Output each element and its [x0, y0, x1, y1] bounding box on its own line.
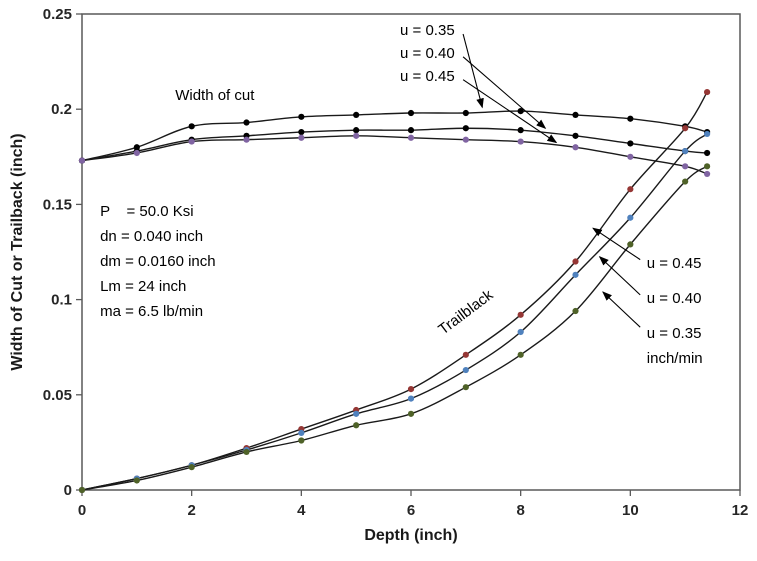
- marker-width-of-cut-u-0.35: [572, 111, 579, 119]
- y-axis-label: Width of Cut or Trailback (inch): [9, 133, 26, 370]
- marker-trailback-u-0.35: [682, 178, 689, 185]
- marker-width-of-cut-u-0.40: [627, 140, 634, 147]
- y-tick-label: 0.05: [43, 387, 72, 404]
- label-trail-u-0.40: u = 0.40: [647, 290, 702, 307]
- x-tick-label: 6: [407, 502, 415, 519]
- marker-trailback-u-0.35: [462, 384, 469, 391]
- param-line: dm = 0.0160 inch: [100, 253, 216, 270]
- param-line: Lm = 24 inch: [100, 278, 186, 295]
- y-tick-label: 0.15: [43, 196, 72, 213]
- marker-trailback-u-0.40: [704, 130, 711, 138]
- marker-width-of-cut-u-0.35: [188, 123, 195, 130]
- marker-width-of-cut-u-0.40: [704, 149, 711, 157]
- marker-width-of-cut-u-0.35: [298, 113, 305, 120]
- marker-trailback-u-0.40: [462, 366, 469, 374]
- marker-width-of-cut-u-0.45: [462, 136, 469, 143]
- marker-width-of-cut-u-0.45: [133, 149, 140, 157]
- marker-width-of-cut-u-0.40: [517, 127, 524, 134]
- x-tick-label: 0: [78, 502, 86, 519]
- marker-width-of-cut-u-0.35: [517, 108, 524, 115]
- label-trail-u-0.35: u = 0.35: [647, 325, 702, 342]
- marker-width-of-cut-u-0.45: [517, 138, 524, 145]
- marker-trailback-u-0.35: [704, 163, 711, 170]
- label-width-u-0.45: u = 0.45: [400, 68, 455, 85]
- marker-width-of-cut-u-0.40: [462, 125, 469, 132]
- x-tick-label: 4: [297, 502, 306, 519]
- marker-trailback-u-0.45: [627, 186, 634, 193]
- marker-width-of-cut-u-0.45: [627, 153, 634, 160]
- x-tick-label: 12: [732, 502, 749, 519]
- marker-trailback-u-0.35: [188, 464, 195, 471]
- marker-width-of-cut-u-0.35: [243, 119, 250, 126]
- width-of-cut-label: Width of cut: [175, 87, 255, 104]
- marker-width-of-cut-u-0.45: [353, 132, 360, 139]
- marker-trailback-u-0.45: [572, 258, 579, 265]
- marker-trailback-u-0.35: [407, 410, 415, 417]
- marker-width-of-cut-u-0.45: [407, 134, 415, 141]
- marker-width-of-cut-u-0.40: [298, 128, 305, 136]
- marker-trailback-u-0.40: [353, 410, 360, 417]
- label-width-u-0.40-arrow: [462, 56, 547, 129]
- marker-width-of-cut-u-0.45: [188, 138, 195, 145]
- plot-frame: [81, 13, 741, 491]
- marker-trailback-u-0.40: [298, 429, 305, 436]
- label-trail-u-0.35: inch/min: [647, 350, 703, 367]
- marker-trailback-u-0.35: [298, 437, 305, 444]
- trailback-label: Trailblack: [435, 286, 496, 338]
- marker-trailback-u-0.40: [517, 328, 524, 336]
- label-width-u-0.35: u = 0.35: [400, 22, 455, 39]
- marker-width-of-cut-u-0.45: [704, 170, 711, 178]
- label-trail-u-0.40-arrow: [598, 256, 641, 296]
- x-tick-label: 10: [622, 502, 639, 519]
- marker-trailback-u-0.35: [353, 422, 360, 429]
- label-width-u-0.35-arrow: [462, 33, 484, 109]
- param-line: dn = 0.040 inch: [100, 228, 203, 245]
- marker-width-of-cut-u-0.45: [298, 134, 305, 141]
- param-line: ma = 6.5 lb/min: [100, 303, 203, 320]
- marker-trailback-u-0.35: [133, 477, 140, 484]
- marker-width-of-cut-u-0.35: [627, 115, 634, 122]
- x-tick-label: 8: [516, 502, 524, 519]
- marker-width-of-cut-u-0.40: [353, 127, 360, 134]
- label-width-u-0.40: u = 0.40: [400, 45, 455, 62]
- marker-width-of-cut-u-0.45: [78, 157, 86, 164]
- marker-trailback-u-0.45: [682, 125, 689, 132]
- marker-trailback-u-0.45: [517, 311, 524, 318]
- label-trail-u-0.45: u = 0.45: [647, 255, 702, 272]
- y-tick-label: 0.1: [51, 292, 72, 309]
- marker-trailback-u-0.35: [572, 307, 579, 315]
- label-trail-u-0.35-arrow: [602, 291, 641, 328]
- marker-trailback-u-0.45: [462, 351, 469, 358]
- param-line: P = 50.0 Ksi: [100, 203, 194, 220]
- y-tick-label: 0.2: [51, 101, 72, 118]
- marker-trailback-u-0.35: [627, 241, 634, 248]
- marker-trailback-u-0.40: [682, 147, 689, 155]
- marker-trailback-u-0.35: [243, 448, 250, 456]
- x-tick-label: 2: [187, 502, 195, 519]
- marker-trailback-u-0.35: [517, 351, 524, 358]
- marker-width-of-cut-u-0.35: [407, 109, 415, 117]
- marker-width-of-cut-u-0.40: [572, 132, 579, 139]
- marker-trailback-u-0.45: [407, 385, 415, 393]
- marker-width-of-cut-u-0.40: [407, 127, 415, 134]
- label-width-u-0.45-arrow: [462, 79, 558, 144]
- marker-trailback-u-0.40: [407, 395, 415, 402]
- y-tick-label: 0.25: [43, 6, 72, 23]
- marker-width-of-cut-u-0.45: [572, 144, 579, 151]
- marker-trailback-u-0.45: [704, 88, 711, 96]
- marker-trailback-u-0.40: [572, 271, 579, 278]
- marker-width-of-cut-u-0.45: [682, 163, 689, 170]
- marker-trailback-u-0.40: [627, 214, 634, 221]
- marker-width-of-cut-u-0.35: [462, 109, 469, 117]
- x-axis-label: Depth (inch): [364, 527, 457, 544]
- y-tick-label: 0: [64, 482, 72, 499]
- label-trail-u-0.45-arrow: [592, 227, 641, 261]
- marker-width-of-cut-u-0.35: [353, 111, 360, 119]
- marker-width-of-cut-u-0.45: [243, 136, 250, 143]
- marker-trailback-u-0.35: [78, 486, 86, 494]
